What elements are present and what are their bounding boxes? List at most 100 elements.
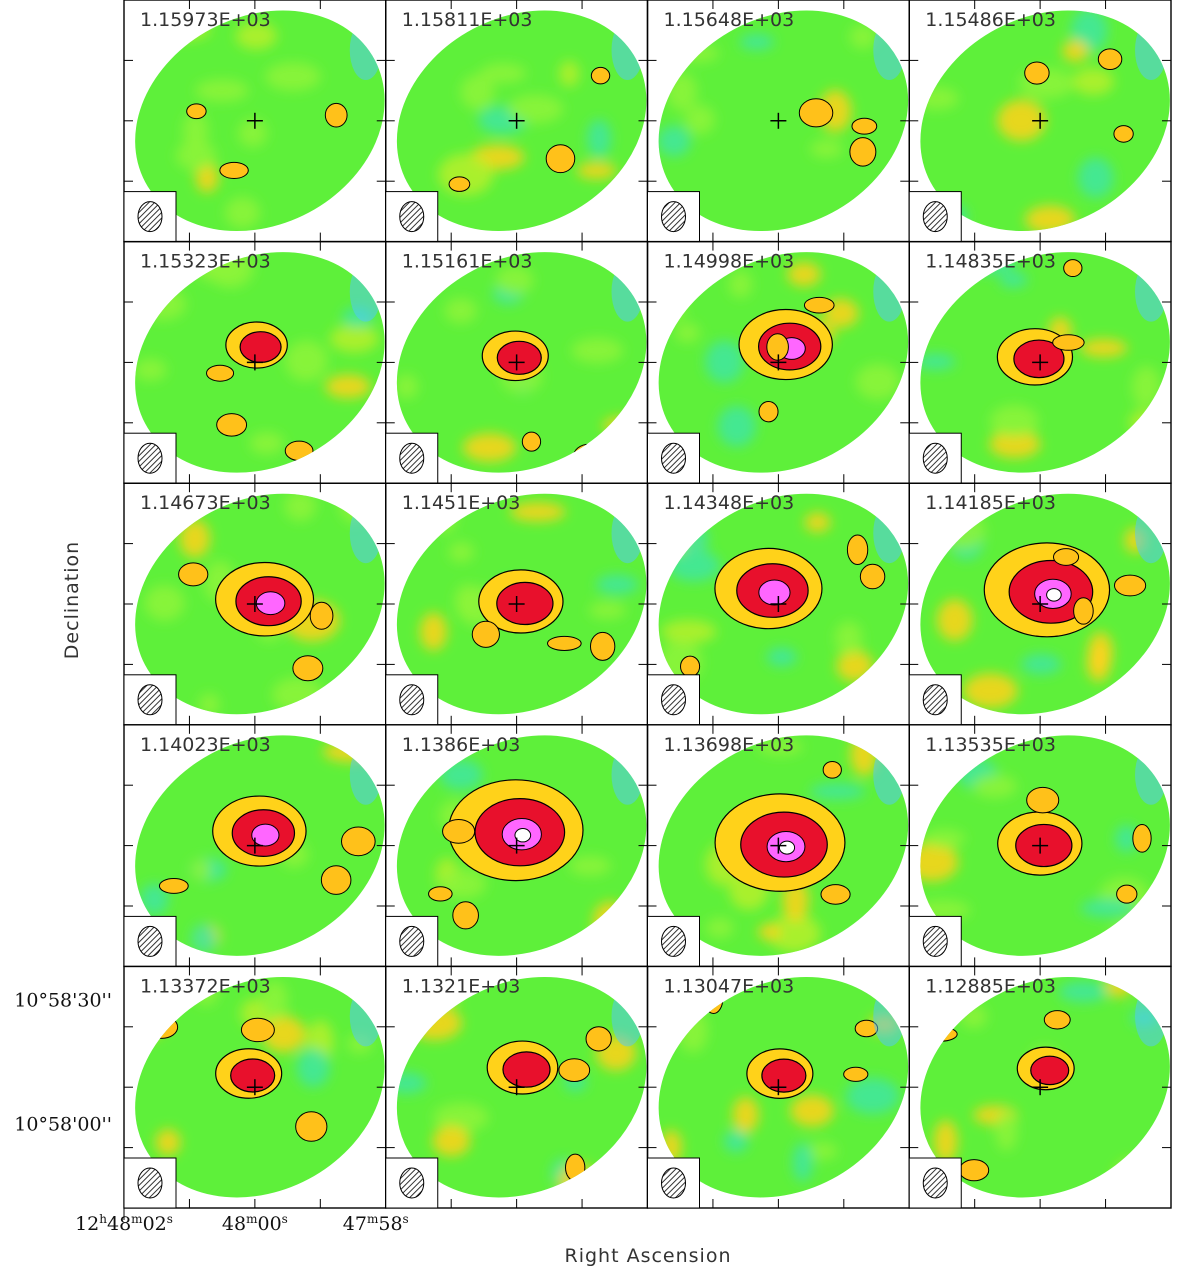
- channel-label: 1.1451E+03: [402, 492, 521, 514]
- channel-label: 1.15161E+03: [402, 251, 533, 273]
- negative-region: [873, 20, 906, 80]
- noise-blob: [586, 119, 612, 158]
- noise-blob: [460, 74, 495, 110]
- noise-blob: [1105, 976, 1133, 998]
- negative-region: [349, 744, 382, 805]
- hatched-ellipse-icon: [399, 684, 425, 716]
- negative-region: [1135, 986, 1167, 1047]
- minor-contour: [766, 333, 789, 361]
- channel-label: 1.1386E+03: [402, 734, 521, 756]
- hatched-ellipse-icon: [922, 925, 948, 957]
- x-tick-label: 12h48m02s: [75, 1212, 173, 1235]
- emission-core: [778, 840, 796, 855]
- noise-blob: [962, 673, 1018, 709]
- minor-contour: [1024, 61, 1050, 85]
- minor-contour: [820, 884, 851, 905]
- negative-region: [873, 744, 906, 805]
- minor-contour: [924, 1026, 958, 1042]
- noise-blob: [1080, 898, 1136, 918]
- noise-blob: [394, 374, 419, 399]
- noise-blob: [758, 923, 781, 941]
- channel-panel: 1.14348E+03: [646, 482, 910, 726]
- noise-blob: [191, 923, 218, 954]
- contour-line: [1016, 1046, 1075, 1091]
- noise-blob: [855, 363, 901, 400]
- channel-panel: 1.1386E+03: [385, 724, 649, 968]
- minor-contour: [452, 901, 479, 930]
- minor-contour: [843, 1066, 869, 1082]
- contour-line: [212, 795, 307, 867]
- minor-contour: [1073, 597, 1094, 625]
- negative-region: [1135, 261, 1167, 322]
- noise-blob: [444, 297, 478, 324]
- noise-blob: [810, 139, 843, 158]
- noise-blob: [195, 162, 219, 193]
- noise-blob: [325, 374, 371, 399]
- noise-blob: [571, 337, 624, 364]
- noise-blob: [284, 491, 317, 522]
- noise-blob: [155, 1128, 181, 1156]
- emission-contour-inner: [1013, 340, 1064, 378]
- hatched-ellipse-icon: [922, 442, 948, 474]
- minor-contour: [145, 1015, 179, 1039]
- minor-contour: [186, 103, 207, 120]
- negative-region: [611, 986, 644, 1047]
- minor-contour: [448, 176, 471, 192]
- minor-contour: [295, 1111, 328, 1142]
- minor-contour: [859, 563, 886, 590]
- minor-contour: [603, 426, 626, 442]
- negative-region: [873, 503, 906, 564]
- noise-blob: [834, 621, 863, 655]
- noise-blob: [179, 519, 211, 558]
- minor-contour: [442, 818, 476, 844]
- channel-panel: 1.14835E+03: [908, 240, 1172, 484]
- noise-blob: [792, 1142, 814, 1182]
- minor-contour: [340, 826, 376, 857]
- panel-grid: 1.15973E+03 1.15811E+03 1.15648E+03 1.15486…: [123, 0, 1172, 1209]
- noise-blob: [766, 647, 798, 667]
- contour-line: [1034, 578, 1072, 609]
- emission-peak: [758, 580, 791, 606]
- minor-contour: [849, 137, 877, 167]
- hatched-ellipse-icon: [137, 1167, 163, 1199]
- emission-core: [1046, 588, 1062, 602]
- hatched-ellipse-icon: [661, 442, 686, 474]
- noise-blob: [271, 677, 324, 712]
- negative-region: [349, 986, 382, 1047]
- contour-line: [738, 308, 833, 381]
- channel-label: 1.13372E+03: [140, 975, 271, 997]
- noise-blob: [915, 353, 956, 371]
- emission-contour-inner: [1030, 1056, 1069, 1085]
- minor-contour: [565, 1153, 586, 1182]
- noise-blob: [787, 262, 821, 287]
- minor-contour: [1026, 786, 1060, 814]
- contour-line: [1008, 559, 1094, 624]
- channel-label: 1.1321E+03: [402, 975, 521, 997]
- noise-blob: [723, 1129, 749, 1153]
- channel-label: 1.15648E+03: [664, 9, 795, 31]
- noise-blob: [1113, 1158, 1161, 1201]
- noise-blob: [849, 24, 877, 49]
- noise-blob: [588, 923, 624, 956]
- noise-blob: [989, 404, 1039, 438]
- noise-blob: [140, 287, 187, 321]
- hatched-ellipse-icon: [137, 684, 163, 716]
- channel-label: 1.14185E+03: [925, 492, 1056, 514]
- channel-panel: 1.15648E+03: [646, 0, 910, 243]
- minor-contour: [545, 144, 576, 174]
- noise-blob: [997, 99, 1046, 142]
- emission-core: [514, 827, 532, 843]
- minor-contour: [428, 886, 453, 902]
- noise-blob: [661, 619, 717, 644]
- minor-contour: [178, 562, 209, 587]
- minor-contour: [240, 1017, 275, 1043]
- noise-blob: [999, 271, 1028, 288]
- x-axis-label: Right Ascension: [565, 1245, 732, 1267]
- channel-panel: 1.13535E+03: [905, 724, 1172, 968]
- channel-panel: 1.13047E+03: [646, 965, 910, 1209]
- channel-label: 1.13698E+03: [664, 734, 795, 756]
- noise-blob: [1058, 981, 1109, 1003]
- contour-line: [714, 793, 846, 892]
- minor-contour: [758, 400, 779, 423]
- x-tick-label: 47m58s: [343, 1212, 409, 1235]
